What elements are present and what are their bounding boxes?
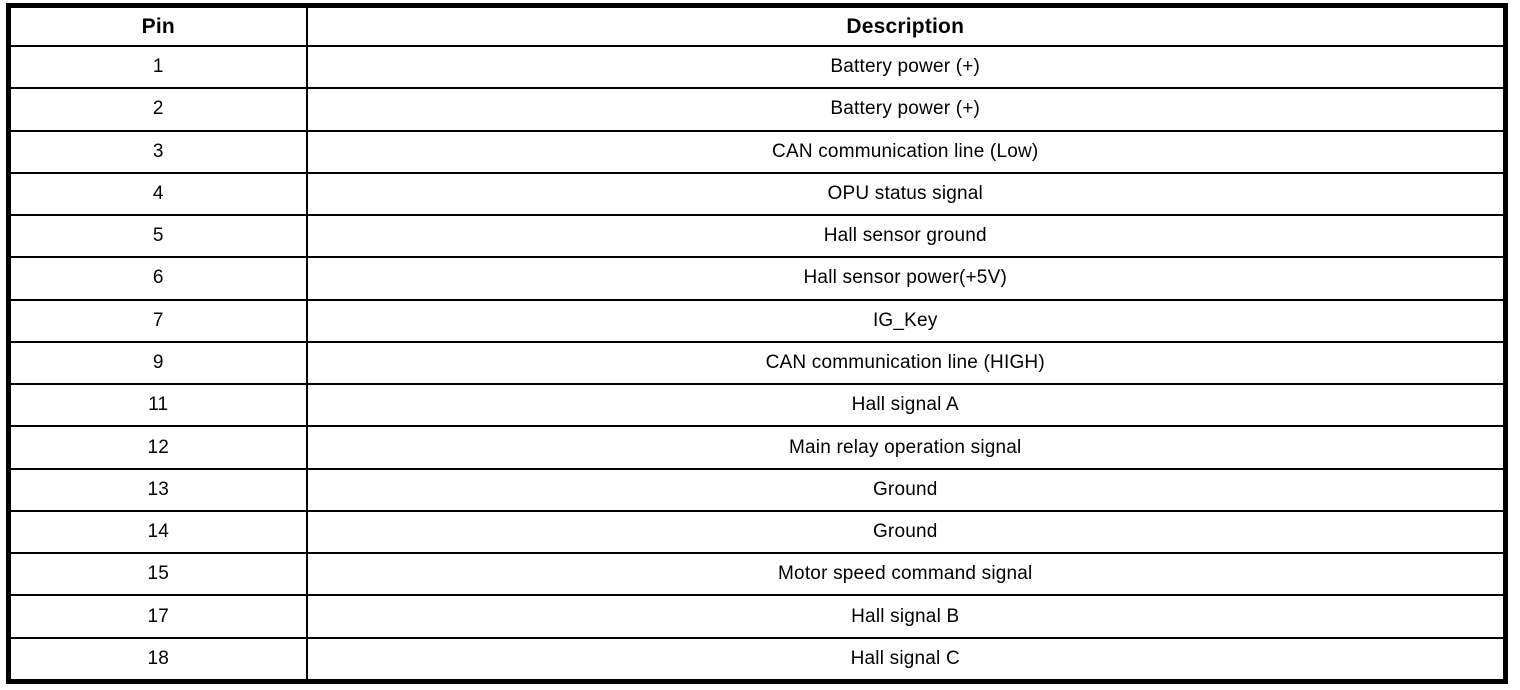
pin-cell: 18 bbox=[7, 636, 308, 683]
pin-cell: 11 bbox=[7, 383, 308, 428]
pin-cell: 2 bbox=[7, 87, 308, 132]
pin-cell: 3 bbox=[7, 129, 308, 174]
pin-cell: 5 bbox=[7, 214, 308, 259]
pin-cell: 14 bbox=[7, 509, 308, 555]
pin-cell: 7 bbox=[7, 298, 308, 343]
description-cell: Hall signal B bbox=[305, 594, 1507, 639]
description-cell: Hall sensor ground bbox=[305, 214, 1507, 259]
description-cell: Hall signal C bbox=[305, 636, 1507, 683]
pin-cell: 6 bbox=[7, 256, 308, 301]
pin-cell: 12 bbox=[7, 425, 308, 470]
description-column-header: Description bbox=[305, 4, 1507, 47]
description-cell: Battery power (+) bbox=[305, 87, 1507, 132]
description-cell: OPU status signal bbox=[305, 171, 1507, 217]
pin-cell: 13 bbox=[7, 467, 308, 512]
pin-cell: 17 bbox=[7, 594, 308, 639]
header-row: Pin Description bbox=[7, 4, 1507, 47]
table-row: 4 OPU status signal bbox=[7, 171, 1507, 217]
pin-cell: 15 bbox=[7, 552, 308, 597]
pin-cell: 1 bbox=[7, 44, 308, 90]
description-cell: CAN communication line (HIGH) bbox=[305, 340, 1507, 386]
table-row: 12 Main relay operation signal bbox=[7, 425, 1507, 470]
description-cell: Hall sensor power(+5V) bbox=[305, 256, 1507, 301]
table-row: 13 Ground bbox=[7, 467, 1507, 512]
description-cell: Ground bbox=[305, 467, 1507, 512]
table-row: 5 Hall sensor ground bbox=[7, 214, 1507, 259]
pin-cell: 9 bbox=[7, 340, 308, 386]
description-cell: Hall signal A bbox=[305, 383, 1507, 428]
pin-column-header: Pin bbox=[7, 4, 308, 47]
table-row: 11 Hall signal A bbox=[7, 383, 1507, 428]
table-row: 17 Hall signal B bbox=[7, 594, 1507, 639]
description-cell: Battery power (+) bbox=[305, 44, 1507, 90]
table-row: 18 Hall signal C bbox=[7, 636, 1507, 683]
description-cell: Ground bbox=[305, 509, 1507, 555]
table-row: 15 Motor speed command signal bbox=[7, 552, 1507, 597]
description-cell: Main relay operation signal bbox=[305, 425, 1507, 470]
table-row: 7 IG_Key bbox=[7, 298, 1507, 343]
table-row: 2 Battery power (+) bbox=[7, 87, 1507, 132]
table-row: 3 CAN communication line (Low) bbox=[7, 129, 1507, 174]
description-cell: Motor speed command signal bbox=[305, 552, 1507, 597]
table-row: 1 Battery power (+) bbox=[7, 44, 1507, 90]
table-row: 9 CAN communication line (HIGH) bbox=[7, 340, 1507, 386]
description-cell: IG_Key bbox=[305, 298, 1507, 343]
description-cell: CAN communication line (Low) bbox=[305, 129, 1507, 174]
table-body: 1 Battery power (+) 2 Battery power (+) … bbox=[7, 44, 1507, 683]
pin-cell: 4 bbox=[7, 171, 308, 217]
table-row: 6 Hall sensor power(+5V) bbox=[7, 256, 1507, 301]
table-row: 14 Ground bbox=[7, 509, 1507, 555]
pinout-table: Pin Description 1 Battery power (+) 2 Ba… bbox=[6, 3, 1508, 684]
